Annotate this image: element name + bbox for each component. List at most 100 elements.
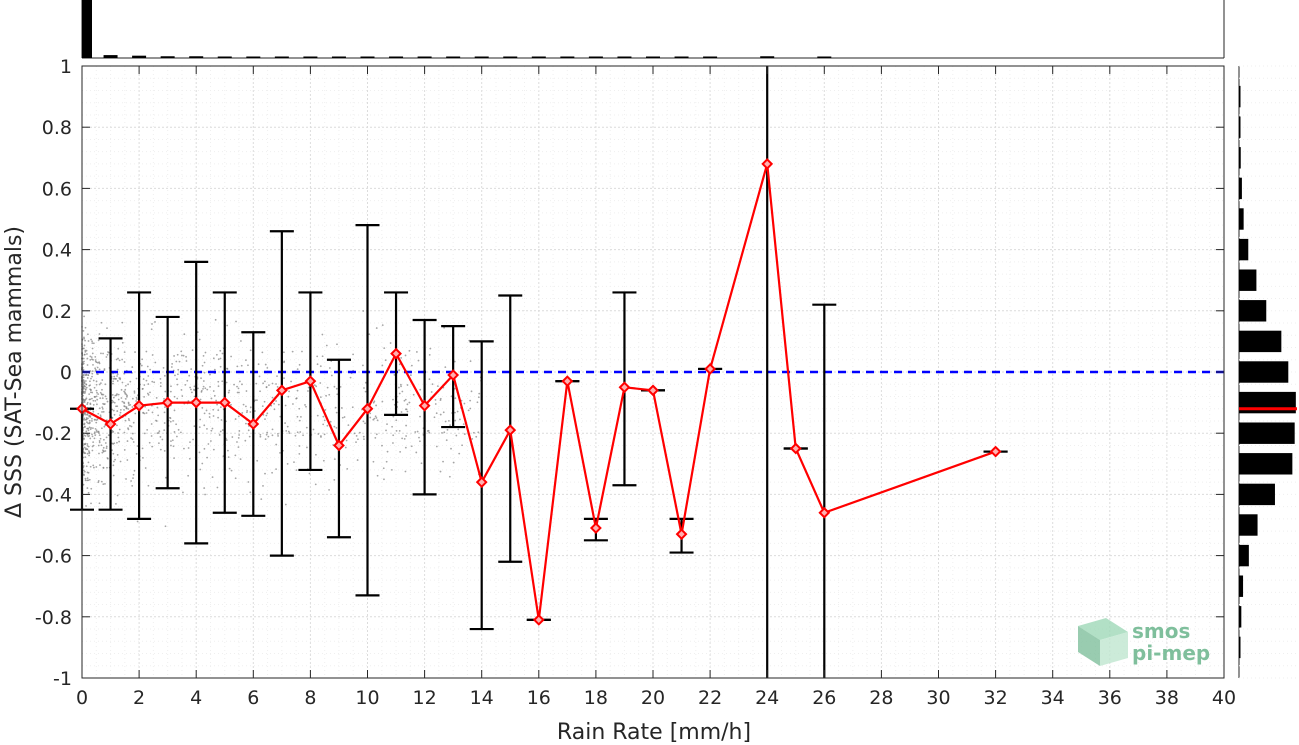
scatter-point <box>323 419 326 422</box>
scatter-point <box>82 357 85 360</box>
scatter-point <box>150 423 153 425</box>
scatter-point <box>121 358 124 361</box>
scatter-point <box>384 359 387 362</box>
scatter-point <box>325 394 327 397</box>
x-tick-label: 22 <box>698 687 722 709</box>
series-point <box>133 399 146 412</box>
scatter-point <box>219 406 222 409</box>
scatter-point <box>177 428 180 431</box>
scatter-point <box>277 435 279 437</box>
scatter-point <box>275 383 277 385</box>
scatter-point <box>383 478 385 481</box>
scatter-point <box>226 324 229 327</box>
scatter-point <box>206 456 209 459</box>
scatter-point <box>216 486 219 489</box>
top-hist-bar <box>560 56 575 58</box>
scatter-point <box>190 388 192 391</box>
scatter-point <box>117 436 120 439</box>
scatter-point <box>101 406 104 409</box>
scatter-point <box>88 393 91 396</box>
scatter-point <box>185 360 188 362</box>
scatter-point <box>381 400 384 403</box>
scatter-point <box>83 446 86 449</box>
scatter-point <box>131 406 134 408</box>
scatter-point <box>406 410 409 413</box>
scatter-point <box>136 398 138 401</box>
scatter-point <box>127 417 130 420</box>
scatter-point <box>298 363 301 366</box>
scatter-point <box>83 422 86 425</box>
scatter-point <box>116 494 119 497</box>
scatter-point <box>211 427 214 430</box>
y-tick-label: -0.4 <box>35 484 72 506</box>
scatter-point <box>150 435 153 437</box>
scatter-point <box>400 357 403 359</box>
scatter-point <box>88 414 90 417</box>
scatter-point <box>268 384 270 387</box>
scatter-point <box>237 436 240 439</box>
scatter-point <box>203 412 206 415</box>
scatter-point <box>101 388 103 391</box>
series-point <box>447 369 460 381</box>
scatter-point <box>301 350 303 353</box>
scatter-point <box>296 389 299 392</box>
scatter-point <box>245 405 247 408</box>
x-tick-label: 38 <box>1155 687 1179 709</box>
scatter-point <box>357 438 359 441</box>
top-hist-bar <box>446 56 461 58</box>
scatter-point <box>94 368 97 371</box>
scatter-point <box>102 352 104 355</box>
scatter-point <box>453 360 456 363</box>
scatter-point <box>395 419 398 422</box>
scatter-point <box>322 459 325 462</box>
top-hist-bar <box>132 55 147 58</box>
scatter-point <box>328 367 331 369</box>
scatter-point <box>134 351 136 353</box>
scatter-point <box>94 359 97 361</box>
scatter-point <box>99 382 102 385</box>
scatter-point <box>87 427 90 430</box>
scatter-point <box>83 434 85 437</box>
scatter-point <box>410 445 413 448</box>
scatter-point <box>193 385 196 388</box>
scatter-point <box>219 357 222 360</box>
scatter-point <box>164 390 167 393</box>
right-hist-bar <box>1239 544 1249 567</box>
scatter-point <box>106 466 108 469</box>
scatter-point <box>217 385 220 388</box>
scatter-point <box>92 403 95 406</box>
scatter-point <box>344 446 347 449</box>
scatter-point <box>236 391 239 394</box>
scatter-point <box>292 403 294 405</box>
scatter-point <box>107 351 109 353</box>
scatter-point <box>405 424 408 427</box>
scatter-point <box>173 355 175 357</box>
scatter-point <box>180 431 182 434</box>
scatter-point <box>312 428 315 431</box>
scatter-point <box>475 435 478 438</box>
scatter-point <box>265 433 268 436</box>
scatter-point <box>214 318 217 321</box>
scatter-point <box>454 419 457 422</box>
scatter-point <box>189 441 191 444</box>
scatter-point <box>98 434 101 436</box>
scatter-point <box>249 411 252 413</box>
scatter-point <box>83 380 86 383</box>
scatter-point <box>82 438 85 441</box>
scatter-point <box>225 439 228 441</box>
scatter-point <box>345 439 348 442</box>
top-hist-bar <box>103 55 118 58</box>
scatter-point <box>406 403 409 406</box>
scatter-point <box>242 403 245 406</box>
scatter-point <box>83 419 86 421</box>
scatter-point <box>113 460 115 463</box>
scatter-point <box>439 470 442 473</box>
scatter-point <box>199 418 202 421</box>
scatter-point <box>449 424 451 427</box>
scatter-point <box>83 344 86 347</box>
scatter-point <box>89 358 92 361</box>
scatter-point <box>88 426 91 429</box>
scatter-point <box>284 503 287 506</box>
scatter-point <box>183 447 185 450</box>
